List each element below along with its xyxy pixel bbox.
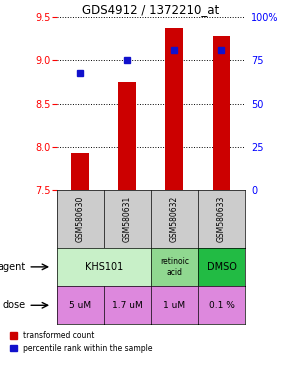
Text: retinoic
acid: retinoic acid [160, 257, 189, 276]
Text: GSM580632: GSM580632 [170, 196, 179, 242]
Title: GDS4912 / 1372210_at: GDS4912 / 1372210_at [82, 3, 220, 16]
Bar [213, 36, 231, 190]
Legend: transformed count, percentile rank within the sample: transformed count, percentile rank withi… [10, 331, 153, 353]
Text: KHS101: KHS101 [85, 262, 123, 272]
Text: agent: agent [0, 262, 26, 272]
Bar [165, 28, 183, 190]
Text: GSM580633: GSM580633 [217, 196, 226, 242]
Text: dose: dose [2, 300, 26, 310]
Text: 0.1 %: 0.1 % [209, 301, 234, 310]
Bar [71, 153, 89, 190]
Text: GSM580631: GSM580631 [123, 196, 132, 242]
Text: DMSO: DMSO [206, 262, 236, 272]
Text: 1.7 uM: 1.7 uM [112, 301, 143, 310]
Text: 1 uM: 1 uM [163, 301, 185, 310]
Text: GSM580630: GSM580630 [76, 196, 85, 242]
Bar [118, 82, 136, 190]
Text: 5 uM: 5 uM [69, 301, 91, 310]
